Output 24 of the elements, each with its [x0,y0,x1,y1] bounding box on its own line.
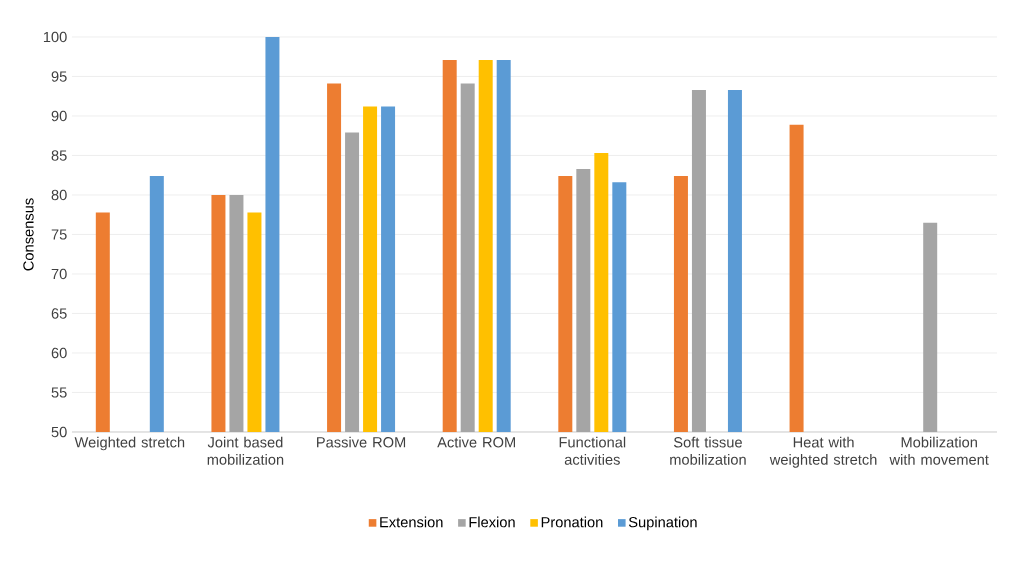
x-tick-label: Soft tissue mobilization [670,436,746,465]
y-tick-label: 50 [51,426,67,438]
y-tick-label: 85 [51,150,67,161]
y-tick-label: 70 [51,268,67,280]
legend-label: Extension [380,516,443,528]
x-tick-label: Mobilization with movement [889,436,989,465]
legend-label: Supination [628,516,697,531]
x-tick-label: Active ROM [437,436,515,448]
y-tick-label: 100 [43,31,67,43]
x-tick-label: Functional activities [559,436,626,465]
y-tick-label: 95 [51,71,67,82]
y-tick-label: 65 [51,308,67,319]
x-tick-label: Heat with weighted stretch [769,436,877,468]
y-tick-label: 55 [51,387,67,398]
legend-label: Flexion [469,516,515,528]
y-tick-label: 75 [51,229,67,240]
x-tick-label: Passive ROM [317,436,406,448]
x-tick-label: Joint based mobilization [207,436,284,465]
x-tick-label: Weighted stretch [74,436,185,451]
y-tick-label: 80 [51,189,67,201]
y-axis-title: Consensus [23,198,34,271]
legend-label: Pronation [541,516,603,528]
y-tick-label: 60 [51,347,67,359]
y-tick-label: 90 [51,110,67,122]
